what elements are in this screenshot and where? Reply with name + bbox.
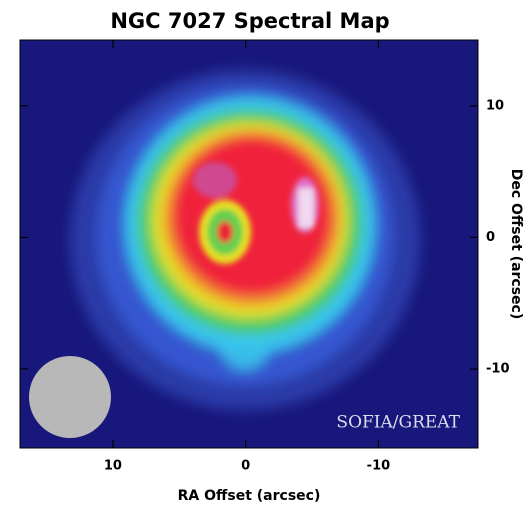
chart-title: NGC 7027 Spectral Map [110,9,389,33]
x-axis-label: RA Offset (arcsec) [178,488,321,504]
plot-frame [19,39,479,449]
y-tick-label: -10 [486,362,510,377]
y-axis-label: Dec Offset (arcsec) [508,169,524,320]
x-tick-label: -10 [367,459,391,474]
annotation: SOFIA/GREAT [336,413,460,433]
y-tick-label: 10 [486,98,504,113]
heatmap-image [20,40,478,448]
y-tick-label: 0 [486,230,495,245]
x-tick-label: 0 [241,459,250,474]
x-tick-label: 10 [104,459,122,474]
